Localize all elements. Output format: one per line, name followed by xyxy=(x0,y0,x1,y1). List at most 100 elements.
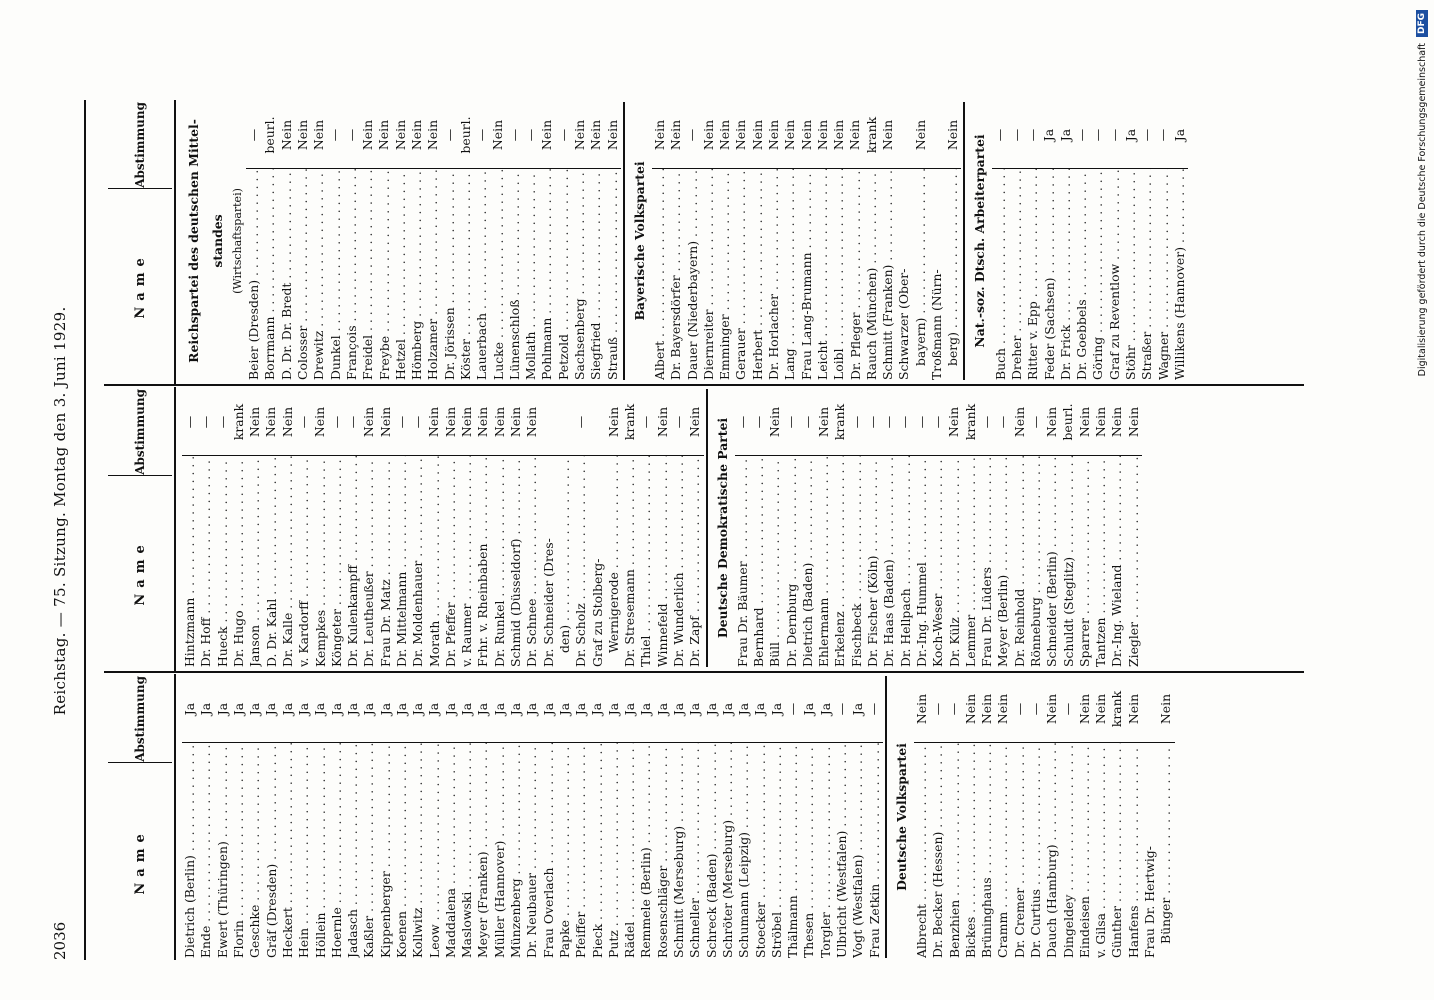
table-row: Dr. Becker (Hessen)— xyxy=(930,676,947,958)
member-name: Bünger xyxy=(1158,743,1174,958)
table-row: Ritter v. Epp— xyxy=(1025,102,1042,380)
table-row: PieckJa xyxy=(589,676,606,958)
vote-cell: Ja xyxy=(622,676,639,743)
vote-cell: — xyxy=(734,389,751,456)
table-row: ZieglerNein xyxy=(1125,389,1142,667)
member-name: Höllein xyxy=(313,743,329,958)
member-name: Petzold xyxy=(556,169,572,380)
member-name: Beier (Dresden) xyxy=(246,169,262,380)
party-heading: Nat.-soz. Dtsch. Arbeiterpartei xyxy=(968,102,992,380)
member-name: Hintzmann xyxy=(182,456,198,667)
vote-cell: Nein xyxy=(278,102,295,169)
member-name: Köster xyxy=(458,169,474,380)
table-row: SiegfriedNein xyxy=(588,102,605,380)
table-row: Bernhard— xyxy=(750,389,768,667)
table-row: v. GilsaNein xyxy=(1093,676,1110,958)
vote-cell: krank xyxy=(230,389,248,456)
member-name: Schreck (Baden) xyxy=(704,743,720,958)
table-row: Dr. Cremer— xyxy=(1011,676,1028,958)
table-row: Thälmann— xyxy=(784,676,802,958)
table-row: PutzJa xyxy=(605,676,623,958)
table-row: Dr. BayersdörferNein xyxy=(668,102,685,380)
section-rule xyxy=(963,102,966,380)
vote-cell: — xyxy=(1060,676,1077,743)
table-row: Mollath— xyxy=(523,102,540,380)
vote-cell: Nein xyxy=(912,102,929,169)
table-row: Dr. Schneider (Dres- xyxy=(540,389,557,667)
table-row: Schmitt (Merseburg)Ja xyxy=(670,676,688,958)
table-row: KippenbergerJa xyxy=(377,676,394,958)
member-name: Siegfried xyxy=(588,169,604,380)
vote-cell: Nein xyxy=(815,389,833,456)
table-row: Dr. KülzNein xyxy=(946,389,963,667)
member-name: Köngeter xyxy=(329,456,345,667)
member-name: Dr. Kalle xyxy=(280,456,296,667)
vote-cell: Nein xyxy=(831,102,848,169)
vote-cell: — xyxy=(573,389,590,456)
table-row: Hintzmann— xyxy=(182,389,199,667)
vote-cell: — xyxy=(897,389,914,456)
table-row: Dr. Scholz— xyxy=(573,389,590,667)
table-row: FlorinJa xyxy=(230,676,248,958)
table-row: Dr.-Ing. Hummel— xyxy=(913,389,931,667)
table-row: BüngerNein xyxy=(1158,676,1175,958)
party-heading: Bayerische Volkspartei xyxy=(628,102,652,380)
vote-cell: Nein xyxy=(1076,389,1094,456)
table-row: StöhrJa xyxy=(1122,102,1140,380)
table-row: Göring— xyxy=(1090,102,1107,380)
vote-cell xyxy=(540,389,557,456)
member-name: Münzenberg xyxy=(508,743,524,958)
vote-cell: — xyxy=(296,389,313,456)
table-row: MaslowskiJa xyxy=(459,676,476,958)
vote-cell: Nein xyxy=(426,389,443,456)
table-row: ThesenJa xyxy=(801,676,818,958)
member-name: Dingeldey xyxy=(1061,743,1077,958)
member-name: Graf zu Reventlow xyxy=(1107,169,1123,380)
table-row: FreybeNein xyxy=(376,102,393,380)
row-list: Reichspartei des deutschen Mittel-stande… xyxy=(182,102,1189,380)
table-row: HoernleJa xyxy=(328,676,345,958)
member-name: Dr. Wunderlich xyxy=(671,456,687,667)
table-row: Dr. Kulenkampff— xyxy=(344,389,362,667)
member-name: v. Raumer xyxy=(459,456,475,667)
table-row: Müller (Hannover)Ja xyxy=(491,676,508,958)
vote-cell: Nein xyxy=(605,389,623,456)
table-row: MorathNein xyxy=(426,389,443,667)
member-name: Lünenschloß xyxy=(507,169,523,380)
table-row: SachsenbergNein xyxy=(571,102,589,380)
member-name: Frau Dr. Matz xyxy=(378,456,394,667)
member-name: berg) xyxy=(945,169,961,380)
table-row: Lünenschloß— xyxy=(506,102,524,380)
vote-cell: Nein xyxy=(847,102,864,169)
vote-cell: Nein xyxy=(425,102,442,169)
vote-cell: — xyxy=(327,102,344,169)
member-name: Dr. Pfeffer xyxy=(443,456,459,667)
table-row: Feder (Sachsen)Ja xyxy=(1041,102,1058,380)
member-name: Mollath xyxy=(523,169,539,380)
vote-cell: — xyxy=(555,102,572,169)
member-name: Schuldt (Steglitz) xyxy=(1061,456,1077,667)
vote-cell: Nein xyxy=(962,676,979,743)
table-row: Buch— xyxy=(992,102,1009,380)
member-name: Koenen xyxy=(394,743,410,958)
member-name: Bernhard xyxy=(751,456,767,667)
vote-cell: Nein xyxy=(360,102,377,169)
vote-cell: Ja xyxy=(556,676,574,743)
table-row: AlbrechtNein xyxy=(913,676,931,958)
vote-cell xyxy=(896,102,913,169)
member-name: Lang xyxy=(782,169,798,380)
member-name: Albrecht xyxy=(914,743,930,958)
table-row: v. Kardorff— xyxy=(296,389,313,667)
member-name: Colosser xyxy=(295,169,311,380)
vote-header: Abstimmung xyxy=(108,389,172,476)
vote-cell: Ja xyxy=(524,676,541,743)
member-name: Sachsenberg xyxy=(572,169,588,380)
member-name: Willikens (Hannover) xyxy=(1172,169,1188,380)
vote-cell: Nein xyxy=(1093,389,1110,456)
vote-cell: Ja xyxy=(817,676,834,743)
member-name: Schmitt (Franken) xyxy=(880,169,896,380)
party-name: Deutsche Volkspartei xyxy=(893,743,909,891)
vote-cell: krank xyxy=(1109,676,1126,743)
member-name: Frhr. v. Rheinbaben xyxy=(475,456,491,668)
party-name: Deutsche Demokratische Partei xyxy=(714,417,730,639)
